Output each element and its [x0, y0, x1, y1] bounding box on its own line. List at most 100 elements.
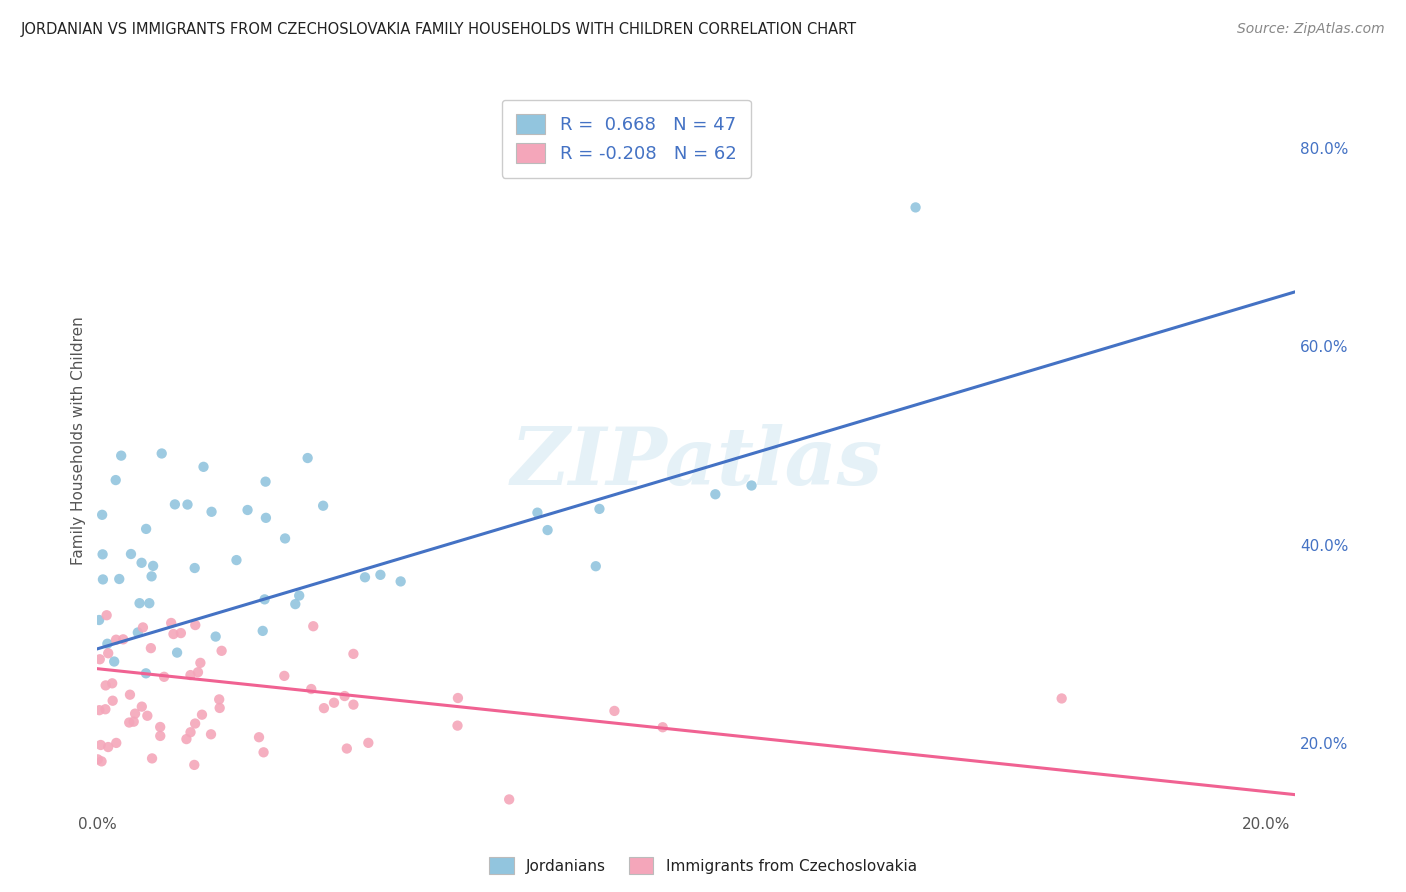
- Text: ZIPatlas: ZIPatlas: [510, 424, 883, 501]
- Point: [132, 620, 155, 634]
- Point: [741, 478, 763, 492]
- Point: [447, 691, 470, 706]
- Point: [1050, 691, 1073, 706]
- Point: [184, 618, 207, 632]
- Point: [200, 505, 222, 519]
- Point: [136, 708, 159, 723]
- Point: [131, 699, 153, 714]
- Point: [183, 561, 205, 575]
- Point: [354, 570, 377, 584]
- Point: [139, 641, 162, 656]
- Point: [141, 569, 163, 583]
- Point: [131, 556, 153, 570]
- Point: [135, 522, 157, 536]
- Point: [94, 678, 117, 692]
- Point: [247, 730, 270, 744]
- Text: JORDANIAN VS IMMIGRANTS FROM CZECHOSLOVAKIA FAMILY HOUSEHOLDS WITH CHILDREN CORR: JORDANIAN VS IMMIGRANTS FROM CZECHOSLOVA…: [21, 22, 858, 37]
- Point: [236, 503, 259, 517]
- Point: [288, 589, 311, 603]
- Point: [89, 703, 111, 717]
- Point: [101, 676, 124, 690]
- Point: [97, 739, 120, 754]
- Point: [585, 559, 607, 574]
- Point: [138, 596, 160, 610]
- Point: [118, 715, 141, 730]
- Point: [90, 755, 112, 769]
- Point: [162, 627, 184, 641]
- Legend: Jordanians, Immigrants from Czechoslovakia: Jordanians, Immigrants from Czechoslovak…: [484, 851, 922, 880]
- Point: [96, 637, 118, 651]
- Point: [323, 696, 346, 710]
- Point: [252, 745, 274, 759]
- Point: [110, 449, 132, 463]
- Point: [176, 498, 198, 512]
- Point: [191, 707, 214, 722]
- Point: [211, 644, 233, 658]
- Point: [170, 626, 193, 640]
- Point: [200, 727, 222, 741]
- Point: [141, 751, 163, 765]
- Point: [526, 506, 548, 520]
- Point: [184, 716, 207, 731]
- Point: [135, 666, 157, 681]
- Point: [333, 689, 356, 703]
- Point: [254, 475, 277, 489]
- Point: [122, 714, 145, 729]
- Point: [370, 567, 392, 582]
- Point: [183, 758, 205, 772]
- Point: [127, 625, 149, 640]
- Point: [149, 720, 172, 734]
- Point: [446, 718, 468, 732]
- Point: [96, 608, 118, 623]
- Point: [104, 473, 127, 487]
- Point: [190, 656, 212, 670]
- Point: [342, 698, 364, 712]
- Point: [336, 741, 359, 756]
- Point: [105, 632, 128, 647]
- Point: [90, 738, 112, 752]
- Point: [91, 573, 114, 587]
- Point: [120, 547, 142, 561]
- Point: [101, 694, 124, 708]
- Point: [128, 596, 150, 610]
- Point: [176, 732, 198, 747]
- Point: [208, 701, 231, 715]
- Point: [273, 669, 295, 683]
- Point: [108, 572, 131, 586]
- Point: [166, 646, 188, 660]
- Point: [603, 704, 626, 718]
- Point: [252, 624, 274, 638]
- Point: [651, 720, 673, 734]
- Point: [118, 688, 141, 702]
- Point: [153, 670, 176, 684]
- Point: [94, 702, 117, 716]
- Point: [302, 619, 325, 633]
- Point: [187, 665, 209, 680]
- Point: [105, 736, 128, 750]
- Point: [150, 446, 173, 460]
- Point: [142, 558, 165, 573]
- Point: [179, 668, 201, 682]
- Y-axis label: Family Households with Children: Family Households with Children: [72, 316, 86, 565]
- Point: [149, 729, 172, 743]
- Legend: R =  0.668   N = 47, R = -0.208   N = 62: R = 0.668 N = 47, R = -0.208 N = 62: [502, 100, 751, 178]
- Point: [253, 592, 276, 607]
- Text: Source: ZipAtlas.com: Source: ZipAtlas.com: [1237, 22, 1385, 37]
- Point: [225, 553, 247, 567]
- Point: [163, 497, 186, 511]
- Point: [160, 615, 183, 630]
- Point: [536, 523, 558, 537]
- Point: [704, 487, 727, 501]
- Point: [297, 450, 319, 465]
- Point: [193, 459, 215, 474]
- Point: [498, 792, 520, 806]
- Point: [180, 725, 202, 739]
- Point: [254, 511, 277, 525]
- Point: [342, 647, 364, 661]
- Point: [124, 706, 146, 721]
- Point: [103, 655, 125, 669]
- Point: [389, 574, 412, 589]
- Point: [204, 630, 226, 644]
- Point: [588, 502, 610, 516]
- Point: [284, 597, 307, 611]
